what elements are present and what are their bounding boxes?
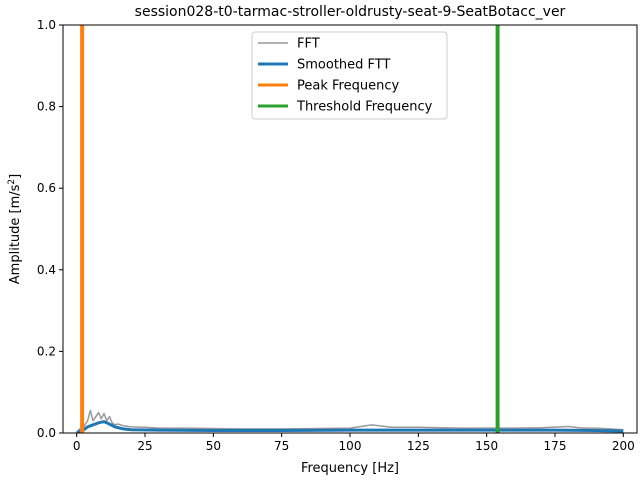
data-layer	[76, 25, 624, 434]
legend-label-fft: FFT	[297, 37, 320, 52]
series-line-fft	[76, 409, 624, 434]
y-axis-label-close: ]	[8, 174, 23, 179]
y-tick-label: 1.0	[37, 18, 56, 32]
x-tick-label: 50	[206, 439, 221, 453]
x-tick-label: 25	[137, 439, 152, 453]
legend-label-peak-frequency: Peak Frequency	[297, 79, 399, 94]
y-tick-label: 0.4	[37, 263, 56, 277]
x-tick-label: 75	[274, 439, 289, 453]
x-tick-label: 125	[407, 439, 430, 453]
legend-label-threshold-frequency: Threshold Frequency	[296, 100, 433, 115]
x-tick-label: 200	[612, 439, 635, 453]
x-axis-ticks: 0 25 50 75 100 125 150 175 200	[73, 433, 635, 453]
series-line-smoothed-ftt	[76, 420, 624, 434]
y-axis-ticks: 0.0 0.2 0.4 0.6 0.8 1.0	[37, 18, 63, 440]
y-tick-label: 0.8	[37, 100, 56, 114]
legend: FFT Smoothed FTT Peak Frequency Threshold F…	[251, 31, 448, 120]
y-axis-label: Amplitude [m/s2]	[7, 174, 23, 284]
x-tick-label: 175	[544, 439, 567, 453]
y-axis-label-sup: 2	[7, 179, 17, 185]
x-tick-label: 100	[339, 439, 362, 453]
legend-items: FFT Smoothed FTT Peak Frequency Threshold F…	[258, 37, 433, 115]
legend-box	[251, 31, 448, 120]
y-axis-label-main: Amplitude [m/s	[8, 184, 23, 284]
y-tick-label: 0.0	[37, 426, 56, 440]
x-axis-label: Frequency [Hz]	[301, 461, 399, 476]
y-tick-label: 0.6	[37, 181, 56, 195]
chart-title: session028-t0-tarmac-stroller-oldrusty-s…	[135, 4, 566, 20]
x-tick-label: 150	[475, 439, 498, 453]
legend-label-smoothed-ftt: Smoothed FTT	[297, 58, 391, 73]
x-tick-label: 0	[73, 439, 81, 453]
y-tick-label: 0.2	[37, 344, 56, 358]
